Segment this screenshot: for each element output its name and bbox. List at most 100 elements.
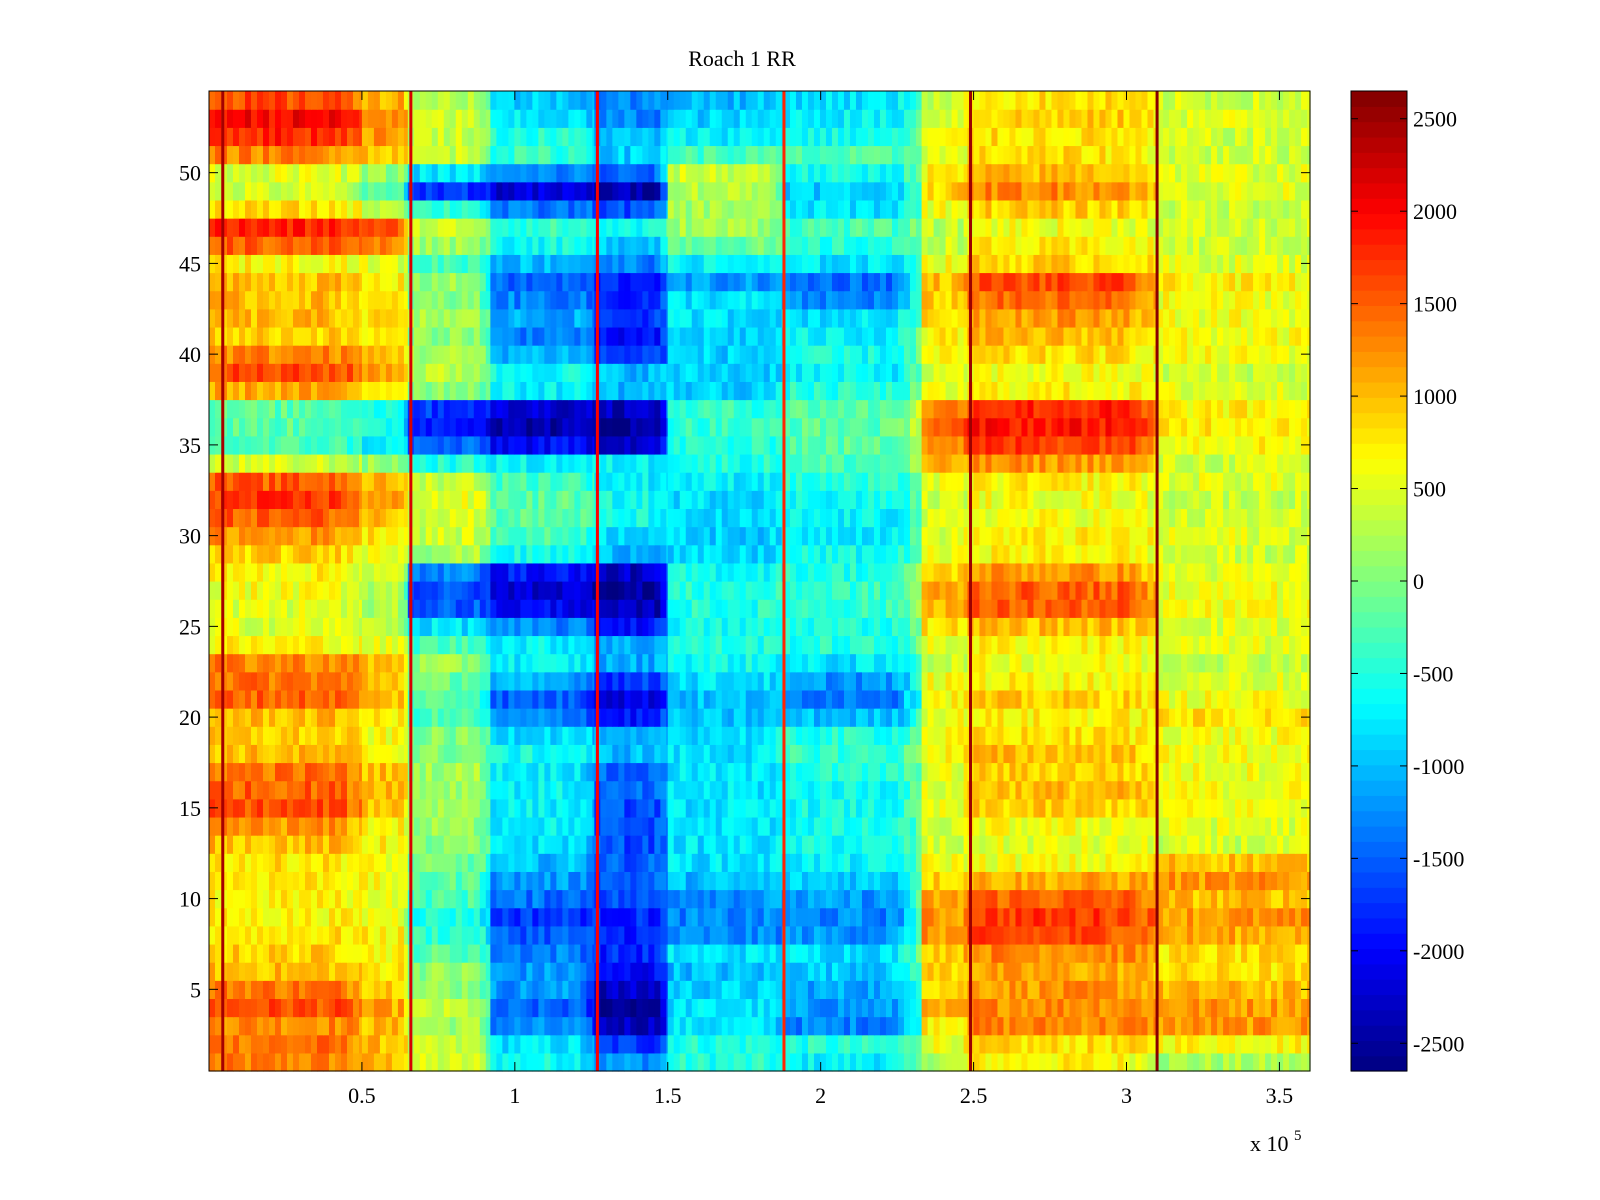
heatmap-cell <box>1105 798 1113 818</box>
heatmap-cell <box>502 780 509 800</box>
heatmap-cell <box>544 871 551 891</box>
heatmap-cell <box>642 889 649 909</box>
heatmap-cell <box>1265 853 1272 872</box>
heatmap-cell <box>1271 689 1278 709</box>
heatmap-cell <box>1057 689 1065 709</box>
heatmap-cell <box>1211 726 1218 745</box>
heatmap-cell <box>397 925 405 945</box>
heatmap-cell <box>1241 1034 1248 1054</box>
heatmap-cell <box>1003 998 1011 1018</box>
heatmap-cell <box>891 780 899 800</box>
heatmap-cell <box>1039 943 1047 963</box>
heatmap-cell <box>485 943 491 963</box>
heatmap-cell <box>1045 780 1053 800</box>
heatmap-cell <box>831 689 839 709</box>
heatmap-cell <box>413 907 421 927</box>
heatmap-cell <box>1069 835 1077 854</box>
heatmap-cell <box>751 853 759 872</box>
heatmap-cell <box>485 689 491 709</box>
heatmap-cell <box>1075 907 1083 927</box>
heatmap-cell <box>580 762 587 782</box>
heatmap-cell <box>703 635 711 655</box>
heatmap-cell <box>514 599 521 618</box>
heatmap-cell <box>1289 653 1296 673</box>
heatmap-cell <box>679 744 687 764</box>
heatmap-cell <box>745 1052 753 1072</box>
heatmap-cell <box>654 780 661 800</box>
heatmap-cell <box>275 998 282 1018</box>
heatmap-cell <box>514 671 521 691</box>
heatmap-cell <box>305 617 312 637</box>
heatmap-cell <box>861 980 869 1000</box>
heatmap-cell <box>1099 835 1107 854</box>
heatmap-cell <box>685 744 693 764</box>
heatmap-cell <box>1295 1016 1302 1036</box>
heatmap-cell <box>1307 907 1311 927</box>
heatmap-cell <box>691 708 699 727</box>
heatmap-cell <box>606 744 613 764</box>
heatmap-cell <box>1187 1016 1194 1036</box>
heatmap-cell <box>612 853 619 872</box>
heatmap-cell <box>1277 889 1284 909</box>
heatmap-cell <box>1009 1016 1017 1036</box>
heatmap-cell <box>1105 871 1113 891</box>
heatmap-cell <box>532 744 539 764</box>
heatmap-cell <box>721 998 729 1018</box>
heatmap-cell <box>257 871 264 891</box>
heatmap-cell <box>1099 980 1107 1000</box>
heatmap-cell <box>359 925 363 945</box>
heatmap-cell <box>679 943 687 963</box>
heatmap-cell <box>1211 980 1218 1000</box>
heatmap-cell <box>1229 1052 1236 1072</box>
heatmap-cell <box>335 635 342 655</box>
heatmap-cell <box>1075 762 1083 782</box>
heatmap-cell <box>1027 1052 1035 1072</box>
heatmap-cell <box>979 689 987 709</box>
heatmap-cell <box>473 762 481 782</box>
heatmap-cell <box>957 726 965 745</box>
heatmap-cell <box>903 980 911 1000</box>
heatmap-cell <box>751 708 759 727</box>
heatmap-cell <box>897 780 905 800</box>
heatmap-cell <box>951 980 959 1000</box>
heatmap-cell <box>1289 762 1296 782</box>
heatmap-cell <box>1015 853 1023 872</box>
heatmap-cell <box>1187 689 1194 709</box>
heatmap-cell <box>1051 853 1059 872</box>
heatmap-cell <box>721 962 729 981</box>
heatmap-cell <box>1111 889 1119 909</box>
heatmap-cell <box>367 780 375 800</box>
heatmap-cell <box>568 726 575 745</box>
heatmap-cell <box>592 835 595 854</box>
heatmap-cell <box>1009 1052 1017 1072</box>
heatmap-cell <box>1175 925 1182 945</box>
heatmap-cell <box>1087 889 1095 909</box>
heatmap-cell <box>275 1016 282 1036</box>
heatmap-cell <box>1033 943 1041 963</box>
heatmap-cell <box>979 653 987 673</box>
heatmap-cell <box>825 635 833 655</box>
heatmap-cell <box>1205 689 1212 709</box>
heatmap-cell <box>1015 871 1023 891</box>
heatmap-cell <box>263 980 270 1000</box>
heatmap-cell <box>293 1034 300 1054</box>
heatmap-cell <box>915 816 923 836</box>
heatmap-cell <box>739 871 747 891</box>
heatmap-cell <box>801 925 809 945</box>
heatmap-cell <box>921 1052 929 1072</box>
heatmap-cell <box>1229 835 1236 854</box>
heatmap-cell <box>1135 871 1143 891</box>
heatmap-cell <box>1247 653 1254 673</box>
heatmap-cell <box>341 889 348 909</box>
heatmap-cell <box>861 1016 869 1036</box>
heatmap-cell <box>757 889 765 909</box>
heatmap-cell <box>636 816 643 836</box>
heatmap-cell <box>1247 635 1254 655</box>
heatmap-cell <box>1039 726 1047 745</box>
heatmap-cell <box>413 617 421 637</box>
heatmap-cell <box>618 943 625 963</box>
heatmap-cell <box>985 853 993 872</box>
heatmap-cell <box>813 1052 821 1072</box>
heatmap-cell <box>1111 1052 1119 1072</box>
heatmap-cell <box>245 599 252 618</box>
